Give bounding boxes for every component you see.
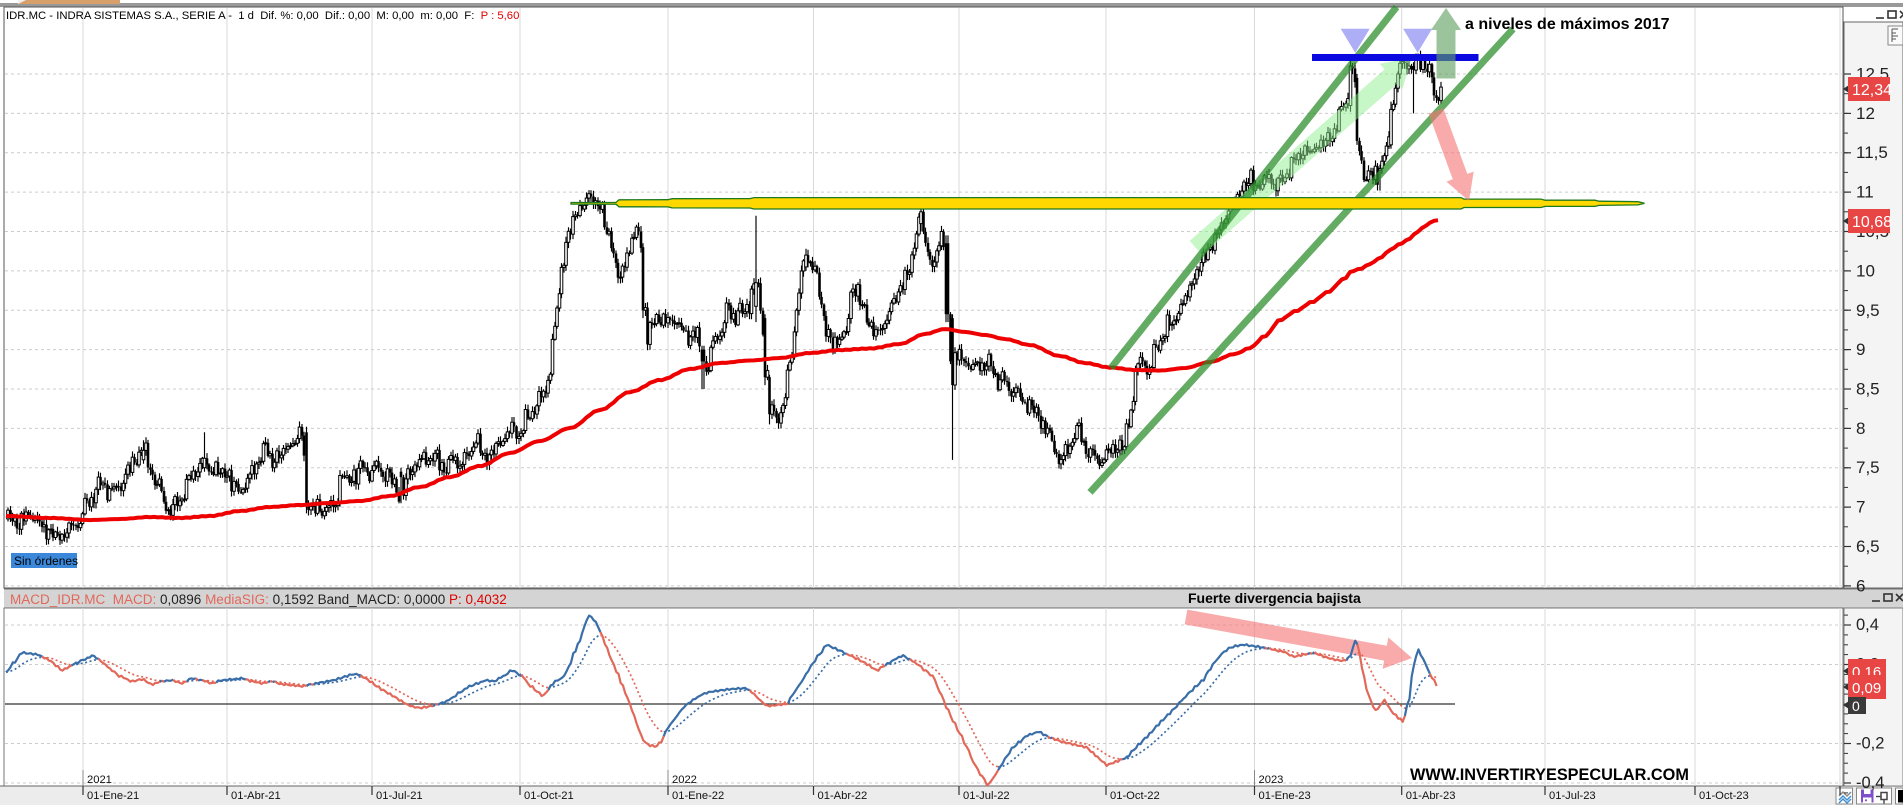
svg-text:2023: 2023	[1259, 774, 1284, 786]
svg-text:11: 11	[1856, 183, 1874, 202]
svg-text:0: 0	[1852, 698, 1860, 714]
svg-text:12: 12	[1856, 104, 1875, 123]
svg-text:01-Abr-23: 01-Abr-23	[1406, 790, 1456, 802]
svg-text:-0,2: -0,2	[1856, 735, 1884, 753]
svg-text:01-Jul-21: 01-Jul-21	[376, 790, 423, 802]
svg-text:01-Abr-21: 01-Abr-21	[231, 790, 281, 802]
svg-text:11,5: 11,5	[1856, 143, 1888, 162]
svg-text:7: 7	[1856, 498, 1865, 517]
svg-text:0,4: 0,4	[1856, 616, 1879, 634]
svg-text:6,5: 6,5	[1856, 537, 1880, 556]
svg-text:01-Oct-23: 01-Oct-23	[1699, 790, 1749, 802]
svg-text:8,5: 8,5	[1856, 380, 1880, 399]
svg-text:01-Oct-22: 01-Oct-22	[1110, 790, 1160, 802]
svg-text:01-Ene-23: 01-Ene-23	[1259, 790, 1311, 802]
svg-text:7,5: 7,5	[1856, 458, 1880, 477]
svg-text:Fuerte divergencia bajista: Fuerte divergencia bajista	[1188, 590, 1361, 606]
svg-text:10,68: 10,68	[1852, 214, 1892, 231]
svg-text:01-Jul-23: 01-Jul-23	[1549, 790, 1596, 802]
svg-text:01-Oct-21: 01-Oct-21	[524, 790, 574, 802]
svg-text:01-Ene-22: 01-Ene-22	[672, 790, 724, 802]
svg-text:01-Jul-22: 01-Jul-22	[963, 790, 1010, 802]
svg-text:-0,4: -0,4	[1856, 774, 1884, 792]
svg-text:MACD_IDR.MC MACD: 0,0896 Medi: MACD_IDR.MC MACD: 0,0896 MediaSIG: 0,159…	[10, 592, 507, 607]
svg-text:2022: 2022	[672, 774, 697, 786]
svg-text:0,09: 0,09	[1852, 680, 1881, 697]
svg-text:01-Abr-22: 01-Abr-22	[818, 790, 868, 802]
svg-text:01-Ene-21: 01-Ene-21	[87, 790, 139, 802]
svg-text:9,5: 9,5	[1856, 301, 1880, 320]
svg-text:WWW.INVERTIRYESPECULAR.COM: WWW.INVERTIRYESPECULAR.COM	[1410, 766, 1689, 784]
svg-text:8: 8	[1856, 419, 1865, 438]
svg-text:2021: 2021	[87, 774, 112, 786]
svg-text:IDR.MC - INDRA SISTEMAS S.A.,: IDR.MC - INDRA SISTEMAS S.A., SERIE A - …	[6, 10, 519, 22]
svg-text:12,34: 12,34	[1852, 82, 1892, 99]
svg-text:Sin órdenes: Sin órdenes	[14, 554, 78, 568]
svg-text:10: 10	[1856, 261, 1875, 280]
svg-text:a niveles de máximos 2017: a niveles de máximos 2017	[1465, 16, 1670, 33]
svg-text:6: 6	[1856, 576, 1865, 595]
svg-text:9: 9	[1856, 340, 1865, 359]
